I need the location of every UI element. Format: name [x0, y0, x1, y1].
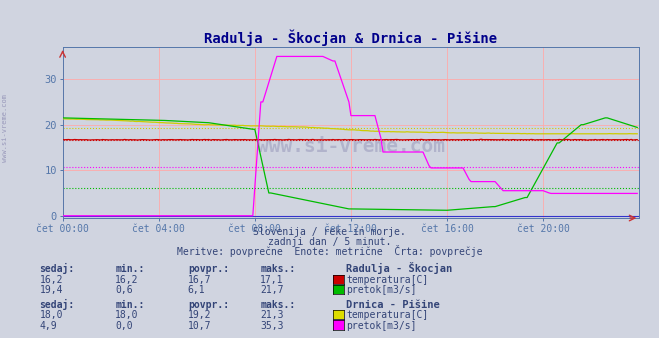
Text: 17,1: 17,1 [260, 275, 284, 285]
Text: min.:: min.: [115, 264, 145, 274]
Text: 19,2: 19,2 [188, 310, 212, 320]
Text: 35,3: 35,3 [260, 320, 284, 331]
Text: maks.:: maks.: [260, 299, 295, 310]
Text: 10,7: 10,7 [188, 320, 212, 331]
Text: 16,2: 16,2 [115, 275, 139, 285]
Text: 0,0: 0,0 [115, 320, 133, 331]
Text: sedaj:: sedaj: [40, 263, 74, 274]
Text: povpr.:: povpr.: [188, 299, 229, 310]
Title: Radulja - Škocjan & Drnica - Pišine: Radulja - Škocjan & Drnica - Pišine [204, 30, 498, 46]
Text: www.si-vreme.com: www.si-vreme.com [257, 137, 445, 156]
Text: 6,1: 6,1 [188, 285, 206, 295]
Text: temperatura[C]: temperatura[C] [346, 275, 428, 285]
Text: pretok[m3/s]: pretok[m3/s] [346, 320, 416, 331]
Text: Meritve: povprečne  Enote: metrične  Črta: povprečje: Meritve: povprečne Enote: metrične Črta:… [177, 245, 482, 257]
Text: 21,3: 21,3 [260, 310, 284, 320]
Text: povpr.:: povpr.: [188, 264, 229, 274]
Text: min.:: min.: [115, 299, 145, 310]
Text: 4,9: 4,9 [40, 320, 57, 331]
Text: 21,7: 21,7 [260, 285, 284, 295]
Text: zadnji dan / 5 minut.: zadnji dan / 5 minut. [268, 237, 391, 247]
Text: Slovenija / reke in morje.: Slovenija / reke in morje. [253, 227, 406, 237]
Text: 19,4: 19,4 [40, 285, 63, 295]
Text: 18,0: 18,0 [40, 310, 63, 320]
Text: 18,0: 18,0 [115, 310, 139, 320]
Text: 0,6: 0,6 [115, 285, 133, 295]
Text: maks.:: maks.: [260, 264, 295, 274]
Text: 16,7: 16,7 [188, 275, 212, 285]
Text: pretok[m3/s]: pretok[m3/s] [346, 285, 416, 295]
Text: 16,2: 16,2 [40, 275, 63, 285]
Text: Radulja - Škocjan: Radulja - Škocjan [346, 262, 452, 274]
Text: Drnica - Pišine: Drnica - Pišine [346, 299, 440, 310]
Text: sedaj:: sedaj: [40, 298, 74, 310]
Text: www.si-vreme.com: www.si-vreme.com [2, 94, 9, 163]
Text: temperatura[C]: temperatura[C] [346, 310, 428, 320]
